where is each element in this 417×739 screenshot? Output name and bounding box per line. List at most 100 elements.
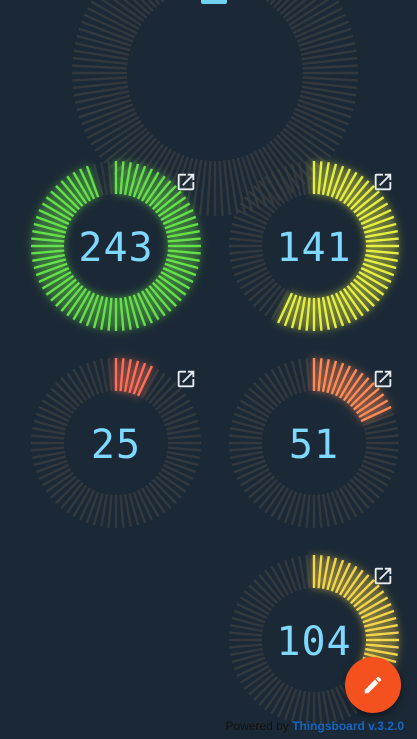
gauge-segment: [330, 165, 345, 198]
gauge-segment: [353, 190, 380, 214]
gauge-segment: [365, 446, 399, 452]
gauge-segment: [76, 34, 131, 52]
gauge-segment: [317, 555, 323, 589]
gauge-segment: [72, 56, 128, 65]
gauge-segment: [346, 180, 370, 207]
gauge-segment: [346, 285, 370, 312]
gauge-segment: [72, 81, 128, 90]
gauge-segment: [360, 208, 392, 226]
gauge-segment: [358, 399, 389, 419]
gauge-segment: [365, 434, 399, 440]
gauge-segment: [243, 196, 273, 218]
gauge-segment: [113, 134, 154, 175]
gauge-segment: [270, 290, 290, 321]
gauge-segment: [92, 295, 104, 329]
gauge-segment: [264, 569, 286, 599]
gauge-value: 25: [91, 422, 141, 468]
gauge-segment: [301, 49, 357, 61]
gauge-segment: [276, 0, 290, 12]
gauge-segment: [276, 134, 317, 175]
gauge-segment: [248, 278, 275, 302]
gauge-segment: [317, 297, 323, 331]
gauge-segment: [66, 175, 88, 205]
gauge-segment: [60, 285, 84, 312]
gauge-segment: [35, 262, 68, 277]
device-icon: [200, 0, 227, 16]
gauge-segment: [276, 489, 294, 521]
open-in-new-icon[interactable]: [372, 565, 394, 587]
gauge-segment: [92, 492, 104, 526]
gauge-segment: [231, 258, 265, 270]
gauge-segment: [167, 249, 201, 255]
gauge-segment: [230, 624, 263, 633]
gauge-segment: [253, 281, 279, 307]
edit-dashboard-button[interactable]: [345, 657, 401, 713]
gauge-value: 104: [276, 619, 351, 665]
gauge-segment: [31, 446, 65, 452]
gauge-segment: [191, 159, 203, 215]
gauge-segment: [231, 455, 265, 467]
gauge-segment: [305, 494, 311, 528]
gauge-segment: [365, 253, 398, 262]
open-in-new-icon[interactable]: [175, 171, 197, 193]
gauge-segment: [362, 215, 395, 230]
gauge-segment: [72, 290, 92, 321]
gauge-segment: [164, 262, 197, 277]
gauge-segment: [107, 358, 113, 392]
open-in-new-icon[interactable]: [372, 368, 394, 390]
gauge-segment: [236, 602, 268, 620]
gauge-segment: [233, 215, 266, 230]
gauge-segment: [128, 360, 140, 394]
gauge-segment: [81, 103, 134, 126]
gauge-segment: [60, 377, 84, 404]
gauge-segment: [302, 81, 358, 90]
gauge-segment: [360, 602, 392, 620]
gauge-segment: [45, 196, 75, 218]
gauge-segment: [305, 691, 311, 725]
gauge-segment: [298, 556, 307, 589]
gauge-segment: [338, 487, 358, 518]
gauge-segment: [87, 7, 138, 35]
gauge-segment: [353, 278, 380, 302]
gauge-segment: [78, 489, 96, 521]
gauge-ring: 141: [229, 161, 399, 331]
open-in-new-icon[interactable]: [372, 171, 394, 193]
gauge-segment: [32, 450, 65, 459]
gauge-segment: [155, 278, 182, 302]
gauge-segment: [123, 359, 132, 392]
gauge-segment: [90, 0, 140, 31]
gauge-segment: [305, 358, 311, 392]
gauge-segment: [132, 362, 147, 395]
gauge-segment: [165, 455, 199, 467]
gauge-segment: [103, 127, 148, 164]
gauge-segment: [38, 266, 70, 284]
gauge-segment: [321, 297, 330, 330]
gauge-segment: [231, 419, 265, 431]
open-in-new-icon[interactable]: [175, 368, 197, 390]
thingsboard-link[interactable]: Thingsboard v.3.2.0: [292, 719, 404, 733]
gauge-segment: [100, 494, 109, 527]
gauge-segment: [206, 160, 212, 216]
gauge-segment: [60, 180, 84, 207]
gauge-segment: [87, 111, 138, 139]
gauge-segment: [305, 555, 311, 589]
gauge-segment: [236, 405, 268, 423]
gauge-segment: [353, 387, 380, 411]
gauge-segment: [35, 459, 68, 474]
gauge-segment: [365, 230, 398, 239]
gauge-segment: [167, 434, 201, 440]
gauge-segment: [155, 475, 182, 499]
gauge-segment: [119, 161, 125, 195]
gauge-segment: [136, 292, 154, 324]
gauge-segment: [83, 107, 136, 133]
gauge-segment: [45, 393, 75, 415]
gauge-segment: [317, 494, 323, 528]
gauge-segment: [124, 140, 161, 185]
gauge-segment: [258, 377, 282, 404]
gauge-segment: [276, 562, 294, 594]
gauge-segment: [165, 258, 199, 270]
gauge-segment: [140, 487, 160, 518]
gauge-segment: [355, 590, 385, 612]
gauge-segment: [223, 160, 232, 216]
powered-by-footer: Powered by Thingsboard v.3.2.0: [225, 719, 404, 733]
